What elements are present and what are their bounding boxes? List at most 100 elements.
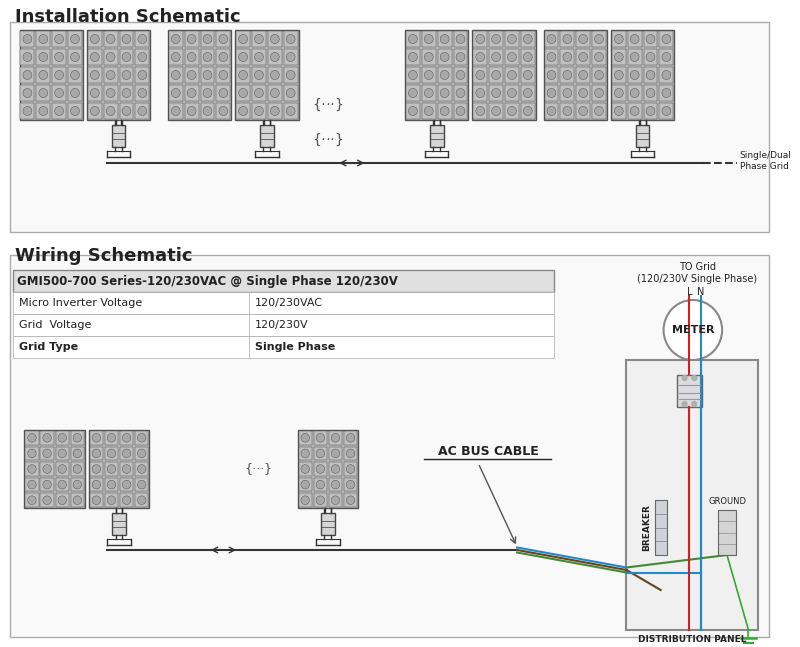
Bar <box>169 31 182 47</box>
Circle shape <box>476 107 485 116</box>
Circle shape <box>424 34 434 43</box>
Circle shape <box>476 34 485 43</box>
Bar <box>252 85 266 101</box>
Bar <box>105 462 118 476</box>
Bar <box>19 30 83 120</box>
Circle shape <box>92 433 101 442</box>
Circle shape <box>286 107 295 116</box>
Circle shape <box>614 34 623 43</box>
Circle shape <box>456 107 465 116</box>
Bar <box>611 30 674 120</box>
Circle shape <box>70 34 79 43</box>
Bar <box>612 49 626 65</box>
Circle shape <box>424 71 434 80</box>
Circle shape <box>662 71 671 80</box>
Bar <box>454 31 467 47</box>
Bar <box>474 103 487 119</box>
Circle shape <box>594 107 603 116</box>
Bar <box>406 67 420 83</box>
Circle shape <box>122 433 131 442</box>
Bar <box>26 462 38 476</box>
Circle shape <box>440 34 449 43</box>
Bar <box>120 431 134 444</box>
Bar <box>236 67 250 83</box>
Bar <box>344 477 357 492</box>
Bar <box>68 31 82 47</box>
Bar <box>560 85 574 101</box>
Circle shape <box>203 71 212 80</box>
Circle shape <box>523 52 532 61</box>
Circle shape <box>594 52 603 61</box>
Bar <box>119 67 134 83</box>
Circle shape <box>547 34 556 43</box>
Circle shape <box>187 89 196 98</box>
Bar <box>13 336 554 358</box>
Bar <box>135 462 148 476</box>
Bar <box>545 67 558 83</box>
Circle shape <box>630 34 639 43</box>
Circle shape <box>270 71 279 80</box>
Circle shape <box>424 52 434 61</box>
Bar <box>52 85 66 101</box>
Bar <box>216 85 230 101</box>
Circle shape <box>106 107 115 116</box>
Bar <box>405 30 469 120</box>
Circle shape <box>70 89 79 98</box>
Bar <box>474 67 487 83</box>
Circle shape <box>630 107 639 116</box>
Bar <box>314 431 327 444</box>
Circle shape <box>58 449 66 457</box>
Bar <box>201 103 214 119</box>
Circle shape <box>43 433 51 442</box>
Bar <box>489 31 503 47</box>
Circle shape <box>331 433 340 442</box>
Circle shape <box>682 375 687 380</box>
Bar <box>654 500 666 555</box>
Bar <box>454 49 467 65</box>
Bar <box>169 67 182 83</box>
Circle shape <box>630 52 639 61</box>
Text: Grid Type: Grid Type <box>18 342 78 352</box>
Circle shape <box>73 480 82 489</box>
Circle shape <box>73 496 82 505</box>
Circle shape <box>138 480 146 489</box>
Circle shape <box>316 480 325 489</box>
Circle shape <box>301 480 310 489</box>
Circle shape <box>316 496 325 505</box>
Bar <box>201 49 214 65</box>
Bar <box>298 477 312 492</box>
Circle shape <box>122 52 131 61</box>
Circle shape <box>238 34 247 43</box>
Circle shape <box>138 465 146 474</box>
Bar <box>236 31 250 47</box>
Circle shape <box>106 52 115 61</box>
Bar <box>41 462 54 476</box>
Text: TO Grid
(120/230V Single Phase): TO Grid (120/230V Single Phase) <box>637 262 758 283</box>
Bar <box>104 67 118 83</box>
Bar <box>24 430 85 508</box>
Circle shape <box>507 107 516 116</box>
Circle shape <box>682 402 687 406</box>
Bar <box>406 103 420 119</box>
Bar <box>56 477 69 492</box>
Bar <box>284 103 298 119</box>
Bar <box>576 49 590 65</box>
Circle shape <box>476 52 485 61</box>
Bar <box>592 103 606 119</box>
Bar <box>298 462 312 476</box>
Circle shape <box>107 480 116 489</box>
Bar <box>252 49 266 65</box>
Bar <box>56 494 69 507</box>
Bar <box>560 31 574 47</box>
Bar <box>344 431 357 444</box>
Bar <box>260 125 274 147</box>
Circle shape <box>92 449 101 457</box>
Circle shape <box>331 480 340 489</box>
Circle shape <box>492 34 501 43</box>
Circle shape <box>90 52 99 61</box>
Bar <box>489 103 503 119</box>
Bar <box>135 446 148 460</box>
Circle shape <box>187 71 196 80</box>
Bar <box>185 31 198 47</box>
Circle shape <box>138 496 146 505</box>
